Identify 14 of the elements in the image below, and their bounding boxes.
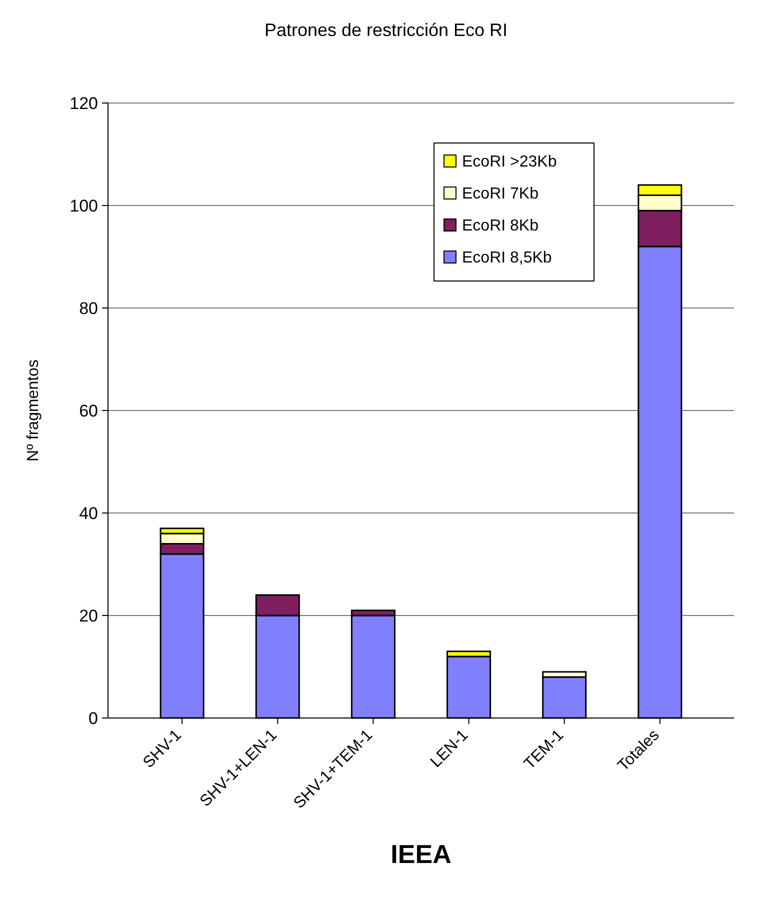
y-tick-label: 20 [79,606,98,626]
y-tick-label: 120 [70,94,98,113]
y-tick-label: 80 [79,298,98,318]
y-axis-title: Nº fragmentos [25,360,42,462]
y-tick-label: 40 [79,504,98,523]
legend-label: EcoRI 8Kb [462,218,539,235]
y-tick-label: 60 [79,401,98,420]
x-axis-title: IEEA [390,839,452,869]
chart-title: Patrones de restricción Eco RI [264,20,508,40]
legend-label: EcoRI 8,5Kb [462,250,552,267]
legend-label: EcoRI 7Kb [462,186,539,203]
y-tick-label: 0 [88,708,98,728]
legend-label: EcoRI >23Kb [462,154,557,171]
y-tick-label: 100 [70,196,98,216]
